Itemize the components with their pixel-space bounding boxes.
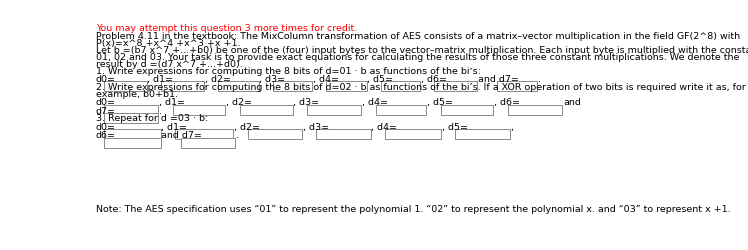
Text: d0=: d0=	[96, 122, 116, 131]
FancyBboxPatch shape	[218, 82, 259, 92]
Text: , d6=: , d6=	[420, 75, 447, 84]
FancyBboxPatch shape	[175, 130, 233, 140]
Text: , d4=: , d4=	[372, 122, 397, 131]
FancyBboxPatch shape	[104, 138, 161, 148]
FancyBboxPatch shape	[240, 105, 292, 115]
Text: P(x)=x^8 +x^4 +x^3 +x +1.: P(x)=x^8 +x^4 +x^3 +x +1.	[96, 39, 240, 48]
Text: d0=: d0=	[96, 98, 116, 107]
Text: , d1=: , d1=	[159, 98, 185, 107]
FancyBboxPatch shape	[104, 130, 161, 140]
Text: , d4=: , d4=	[362, 98, 388, 107]
Text: and d7=: and d7=	[478, 75, 518, 84]
Text: , d3=: , d3=	[260, 75, 286, 84]
Text: d6=: d6=	[96, 131, 116, 140]
Text: 01, 02 and 03. Your task is to provide exact equations for calculating the resul: 01, 02 and 03. Your task is to provide e…	[96, 52, 739, 62]
FancyBboxPatch shape	[180, 138, 235, 148]
Text: and: and	[563, 98, 580, 107]
Text: , d2=: , d2=	[234, 122, 260, 131]
FancyBboxPatch shape	[273, 82, 312, 92]
Text: d7=: d7=	[96, 106, 116, 115]
Text: , d5=: , d5=	[427, 98, 453, 107]
Text: , d4=: , d4=	[313, 75, 339, 84]
FancyBboxPatch shape	[104, 114, 159, 124]
FancyBboxPatch shape	[441, 105, 494, 115]
FancyBboxPatch shape	[104, 82, 147, 92]
FancyBboxPatch shape	[307, 105, 361, 115]
Text: Note: The AES specification uses “01” to represent the polynomial 1. “02” to rep: Note: The AES specification uses “01” to…	[96, 204, 731, 213]
FancyBboxPatch shape	[435, 82, 477, 92]
Text: You may attempt this question 3 more times for credit.: You may attempt this question 3 more tim…	[96, 24, 357, 33]
Text: , d5=: , d5=	[367, 75, 393, 84]
FancyBboxPatch shape	[385, 130, 441, 140]
Text: d0=: d0=	[96, 75, 116, 84]
FancyBboxPatch shape	[508, 105, 562, 115]
Text: Let b =(b7 x^7 +...+b0) be one of the (four) input bytes to the vector–matrix mu: Let b =(b7 x^7 +...+b0) be one of the (f…	[96, 46, 748, 54]
Text: 1. Write expressions for computing the 8 bits of d=01 · b as functions of the bi: 1. Write expressions for computing the 8…	[96, 66, 481, 75]
FancyBboxPatch shape	[316, 130, 371, 140]
Text: example, b0+b1.: example, b0+b1.	[96, 89, 178, 98]
FancyBboxPatch shape	[326, 82, 367, 92]
Text: , d6=: , d6=	[494, 98, 520, 107]
Text: 2. Write expressions for computing the 8 bits of d=02 · b as functions of the bi: 2. Write expressions for computing the 8…	[96, 82, 746, 91]
Text: , d2=: , d2=	[226, 98, 252, 107]
FancyBboxPatch shape	[161, 82, 203, 92]
FancyBboxPatch shape	[497, 82, 537, 92]
FancyBboxPatch shape	[375, 105, 426, 115]
Text: .: .	[236, 131, 239, 140]
FancyBboxPatch shape	[104, 105, 159, 115]
Text: , d3=: , d3=	[303, 122, 329, 131]
Text: , d1=: , d1=	[147, 75, 174, 84]
Text: 3. Repeat for d =03 · b:: 3. Repeat for d =03 · b:	[96, 114, 208, 123]
Text: .: .	[538, 75, 541, 84]
FancyBboxPatch shape	[173, 105, 225, 115]
Text: result by d =(d7 x^7 +...+d0).: result by d =(d7 x^7 +...+d0).	[96, 60, 242, 68]
FancyBboxPatch shape	[381, 82, 420, 92]
FancyBboxPatch shape	[456, 130, 509, 140]
Text: , d2=: , d2=	[204, 75, 230, 84]
Text: Problem 4.11 in the textbook: The MixColumn transformation of AES consists of a : Problem 4.11 in the textbook: The MixCol…	[96, 32, 740, 41]
Text: ,: ,	[510, 122, 513, 131]
Text: , d3=: , d3=	[293, 98, 319, 107]
Text: , d1=: , d1=	[162, 122, 188, 131]
Text: , d5=: , d5=	[442, 122, 468, 131]
Text: .: .	[159, 106, 162, 115]
Text: and d7=: and d7=	[162, 131, 202, 140]
FancyBboxPatch shape	[248, 130, 302, 140]
